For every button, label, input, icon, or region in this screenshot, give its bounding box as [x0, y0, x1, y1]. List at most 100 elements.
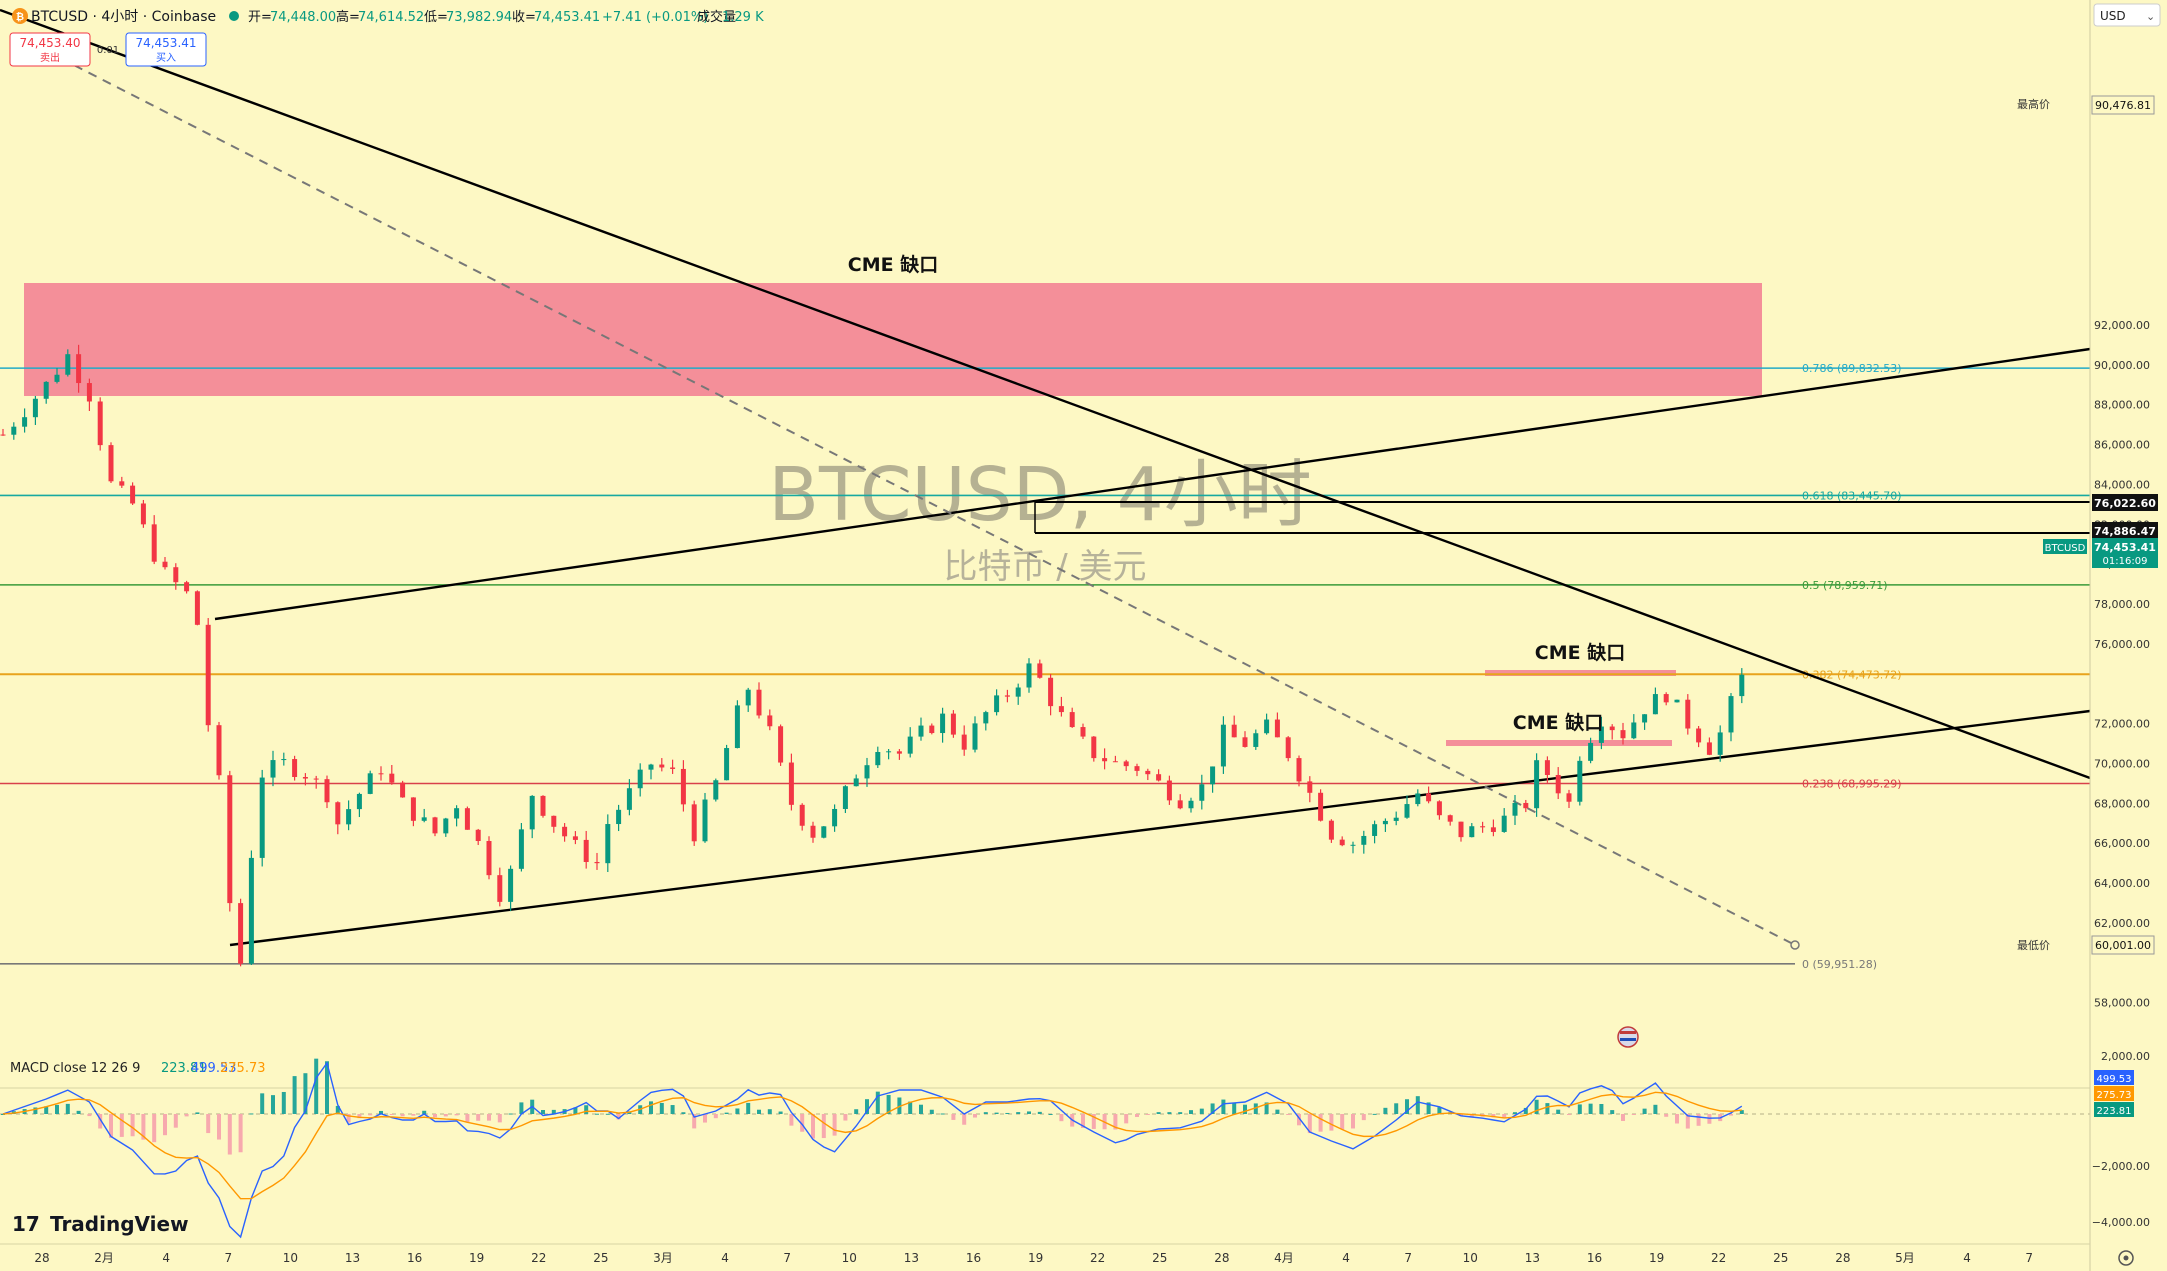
price-axis-tick: 62,000.00: [2094, 917, 2150, 930]
macd-histogram-bar: [1459, 1114, 1463, 1117]
candle-body: [76, 354, 82, 384]
macd-histogram-bar: [703, 1114, 707, 1123]
candle-body: [216, 725, 222, 776]
sell-button[interactable]: [9, 32, 91, 67]
time-axis-tick: 16: [1587, 1251, 1602, 1265]
macd-histogram-bar: [1135, 1114, 1139, 1117]
candle-body: [486, 840, 492, 876]
candle-body: [659, 764, 665, 768]
macd-histogram-bar: [411, 1114, 416, 1116]
time-axis-tick: 7: [2025, 1251, 2033, 1265]
candle-body: [367, 773, 373, 794]
macd-histogram-bar: [1502, 1114, 1507, 1118]
time-axis-tick: 13: [1525, 1251, 1540, 1265]
time-axis-labels[interactable]: 28 2月 4 7 10 13 16 19 22 25 3月 4 7 10 13 16 19 22 25 28 4月 4 7…: [34, 1251, 2033, 1265]
hist-axis-tag: [2094, 1102, 2134, 1117]
candle-body: [853, 778, 859, 787]
macd-histogram-bar: [1081, 1114, 1085, 1128]
buy-button[interactable]: [125, 32, 207, 67]
fib-level-label: 0 (59,951.28): [1802, 958, 1877, 971]
tradingview-logo[interactable]: TradingView: [50, 1212, 189, 1236]
time-axis-tick: 7: [224, 1251, 232, 1265]
candle-body: [151, 524, 157, 562]
macd-histogram-bar: [940, 1113, 945, 1115]
ohlc-value: 74,448.00: [270, 10, 336, 25]
cme-gap-zone-small-upper: [1485, 670, 1676, 676]
candle-body: [918, 725, 924, 737]
macd-histogram-bar: [800, 1114, 805, 1132]
candle-body: [788, 762, 794, 805]
price-axis-tick: 86,000.00: [2094, 439, 2150, 452]
candle-body: [896, 751, 902, 754]
trendline-upper-channel[interactable]: [214, 347, 2091, 621]
time-axis-tick: 22: [531, 1251, 546, 1265]
macd-histogram-bar: [357, 1114, 362, 1119]
time-axis-tick: 19: [1028, 1251, 1043, 1265]
candle-body: [756, 689, 762, 716]
symbol-title[interactable]: BTCUSD · 4小时 · Coinbase: [31, 9, 216, 25]
macd-histogram-bar: [1275, 1109, 1280, 1114]
level-tag-76022-text: 76,022.60: [2094, 497, 2156, 510]
trendline-dashed-fib[interactable]: [59, 57, 1796, 946]
macd-histogram-bar: [1145, 1114, 1150, 1115]
settings-gear-icon[interactable]: [2118, 1250, 2134, 1266]
macd-histogram-bar: [1437, 1107, 1442, 1114]
macd-histogram-bar: [465, 1114, 470, 1123]
macd-histogram-bar: [206, 1114, 211, 1134]
macd-histogram-bar: [541, 1110, 545, 1114]
candle-body: [1026, 663, 1032, 688]
candle-body: [346, 809, 352, 825]
candle-body: [1566, 793, 1572, 802]
trendline-descending[interactable]: [0, 8, 2091, 780]
candle-body: [140, 503, 146, 525]
fib-anchor-handle[interactable]: [1790, 940, 1800, 950]
candle-body: [1134, 766, 1140, 771]
candle-body: [1523, 802, 1529, 809]
macd-histogram-bar: [1318, 1114, 1323, 1132]
macd-histogram-bar: [886, 1094, 891, 1114]
candle-body: [583, 839, 589, 862]
macd-histogram-bar: [1631, 1114, 1636, 1115]
level-tag-74886[interactable]: [2092, 522, 2158, 539]
macd-histogram-bar: [98, 1114, 103, 1129]
macd-title[interactable]: MACD close 12 26 9: [10, 1061, 140, 1076]
candlestick-series: [0, 344, 1745, 967]
currency-selector[interactable]: [2093, 3, 2161, 27]
macd-histogram-bar: [227, 1114, 232, 1155]
macd-histogram-bar: [595, 1113, 599, 1115]
last-price-tag[interactable]: [2092, 538, 2158, 568]
candle-body: [324, 779, 330, 803]
trendline-lower-support[interactable]: [229, 709, 2091, 947]
macd-histogram-bar: [55, 1104, 59, 1114]
candle-body: [184, 582, 190, 592]
macd-axis-tick: −2,000.00: [2092, 1160, 2150, 1173]
tradingview-logo-icon[interactable]: 𝟭𝟳: [12, 1212, 40, 1236]
macd-histogram-bar: [152, 1114, 157, 1143]
candle-body: [43, 381, 49, 399]
price-axis[interactable]: [2090, 0, 2167, 1271]
macd-axis-tick: −4,000.00: [2092, 1216, 2150, 1229]
candle-body: [356, 793, 362, 810]
candle-body: [1037, 663, 1043, 678]
candle-body: [292, 759, 298, 778]
macd-histogram-bar: [238, 1114, 243, 1153]
candle-body: [1739, 674, 1745, 697]
macd-histogram-bar: [400, 1114, 405, 1117]
macd-histogram-bar: [1653, 1104, 1658, 1114]
candle-body: [0, 434, 6, 436]
candle-body: [1382, 820, 1388, 825]
time-axis-tick: 22: [1711, 1251, 1726, 1265]
macd-histogram-bar: [1156, 1112, 1161, 1114]
time-axis-tick: 7: [1404, 1251, 1412, 1265]
candle-body: [1490, 827, 1496, 832]
ohlc-value: 74,453.41: [534, 10, 600, 25]
watermark-subtitle: 比特币 / 美元: [943, 547, 1146, 587]
price-axis-tick: 64,000.00: [2094, 877, 2150, 890]
candle-body: [259, 777, 265, 858]
level-tag-76022[interactable]: [2092, 494, 2158, 511]
economic-event-flag-icon[interactable]: [1617, 1026, 1639, 1048]
macd-histogram-bar: [821, 1114, 826, 1139]
macd-histogram-bar: [249, 1113, 254, 1115]
candle-body: [1685, 699, 1691, 729]
